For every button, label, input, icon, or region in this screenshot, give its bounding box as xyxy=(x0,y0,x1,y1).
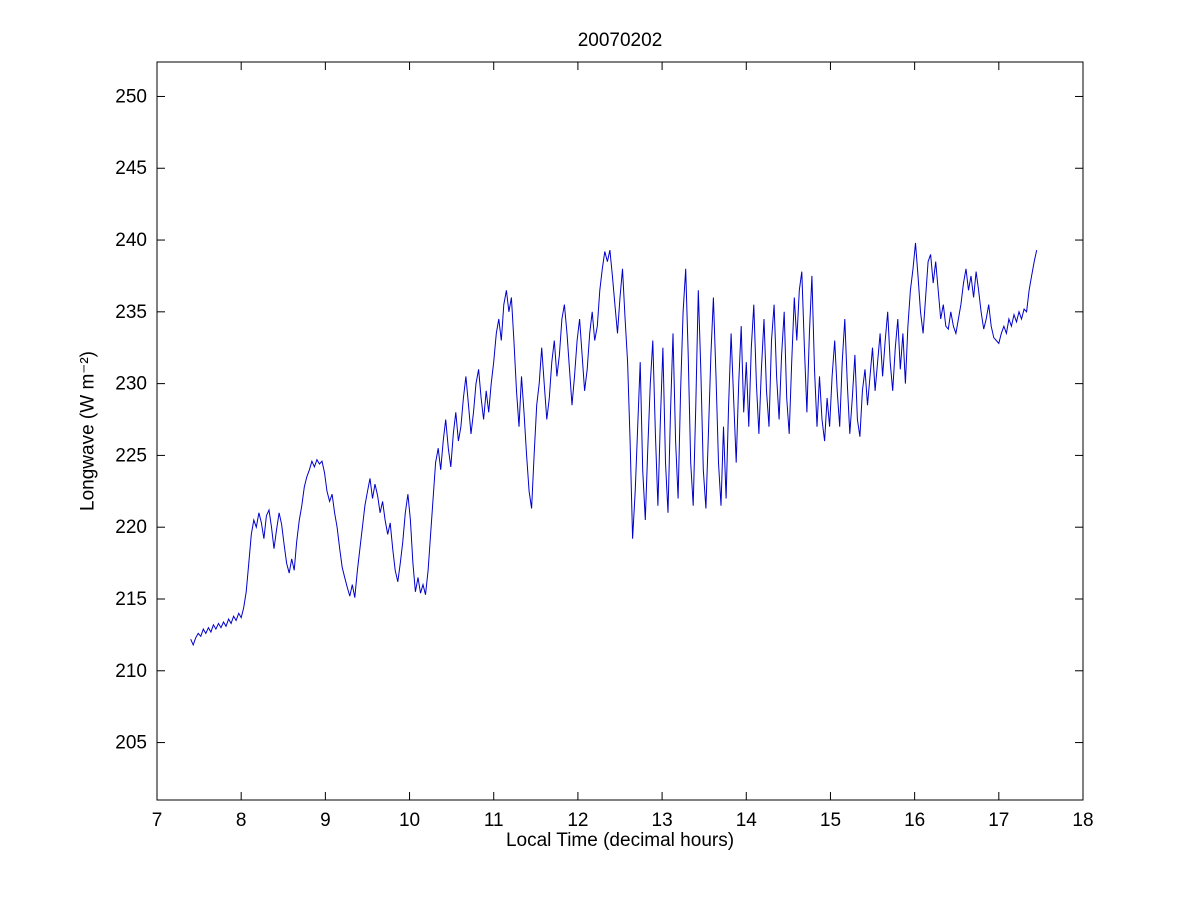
x-tick-label: 12 xyxy=(567,810,588,831)
chart-title: 20070202 xyxy=(577,30,663,51)
x-tick-label: 14 xyxy=(736,810,758,831)
x-tick-label: 13 xyxy=(652,810,673,831)
y-tick-label: 210 xyxy=(115,661,147,682)
axes-box xyxy=(156,61,1084,801)
x-tick-label: 7 xyxy=(152,810,163,831)
x-tick-label: 10 xyxy=(399,810,420,831)
y-tick-label: 205 xyxy=(115,733,147,754)
y-tick-label: 215 xyxy=(115,589,147,610)
y-tick-label: 245 xyxy=(115,158,147,179)
x-tick-label: 8 xyxy=(236,810,247,831)
y-tick-label: 240 xyxy=(115,230,147,251)
x-tick-label: 16 xyxy=(904,810,925,831)
y-tick-label: 225 xyxy=(115,445,147,466)
x-tick-label: 18 xyxy=(1072,810,1093,831)
x-tick-label: 15 xyxy=(820,810,841,831)
y-axis-label: Longwave (W m⁻²) xyxy=(77,351,99,511)
x-axis-label: Local Time (decimal hours) xyxy=(505,830,735,851)
y-tick-label: 250 xyxy=(115,86,147,107)
x-tick-label: 11 xyxy=(484,810,504,831)
y-tick-label: 235 xyxy=(115,302,147,323)
data-line xyxy=(190,242,1038,647)
x-tick-label: 9 xyxy=(320,810,331,831)
y-tick-label: 230 xyxy=(115,374,147,395)
x-tick-label: 17 xyxy=(988,810,1009,831)
y-tick-label: 220 xyxy=(115,517,147,538)
